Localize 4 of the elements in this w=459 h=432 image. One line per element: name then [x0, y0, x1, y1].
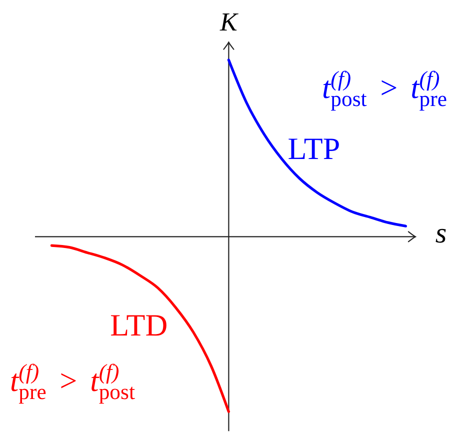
- x-axis-title: s: [435, 218, 447, 250]
- series-label: LTD: [110, 307, 168, 342]
- series-label: LTP: [288, 130, 340, 166]
- y-axis-title: K: [219, 7, 240, 36]
